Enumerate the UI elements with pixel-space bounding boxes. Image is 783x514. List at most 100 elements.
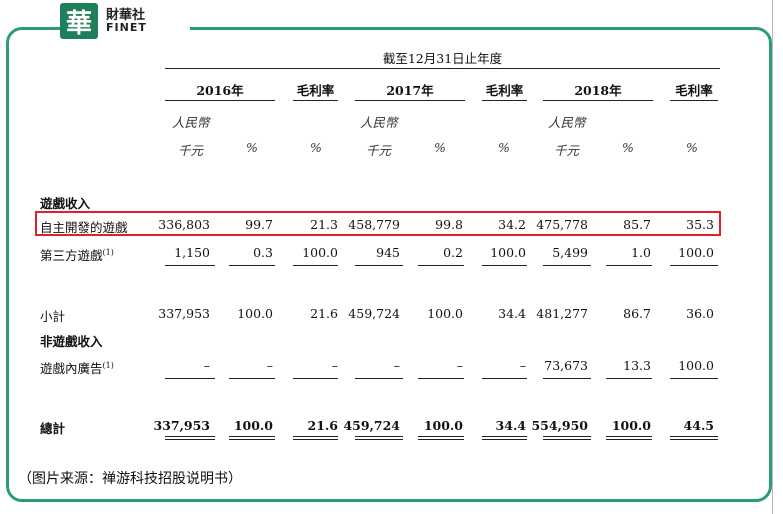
unit-thousand-2018: 千元 (554, 143, 580, 158)
cell: 100.0 (423, 418, 463, 433)
double-rule (418, 436, 464, 440)
cell: 86.7 (623, 306, 651, 321)
cell: 100.0 (678, 245, 714, 260)
double-rule (482, 436, 527, 440)
rule-2017 (355, 100, 465, 101)
cell: 337,953 (158, 306, 210, 321)
rule (670, 378, 718, 379)
row-label: 自主開發的遊戲 (40, 220, 128, 235)
cell: – (519, 358, 526, 373)
rule (418, 378, 464, 379)
cell: 459,724 (348, 306, 400, 321)
cell: 0.2 (443, 245, 463, 260)
rule (606, 378, 652, 379)
rule (482, 265, 527, 266)
cell: – (203, 358, 210, 373)
image-source-caption: （图片来源：禅游科技招股说明书） (18, 471, 242, 487)
section-game-revenue: 遊戲收入 (40, 196, 91, 211)
gross-margin-2018: 毛利率 (675, 83, 713, 98)
unit-pct-2017: % (434, 140, 446, 155)
cell: 99.7 (245, 217, 273, 232)
rule-2016 (165, 100, 275, 101)
row-label: 遊戲內廣告(1) (40, 360, 114, 376)
cell: 458,779 (348, 217, 400, 232)
cell: 36.0 (686, 306, 714, 321)
cell: 100.0 (427, 306, 463, 321)
row-label: 總計 (40, 421, 66, 436)
unit-pct-gm-2018: % (686, 140, 698, 155)
finet-logo: 華 財華社 FINET (60, 2, 190, 40)
unit-currency-2016: 人民幣 (172, 115, 210, 130)
cell: 85.7 (623, 217, 651, 232)
gross-margin-2017: 毛利率 (485, 83, 524, 98)
double-rule (606, 436, 652, 440)
rule (543, 378, 591, 379)
year-2018: 2018年 (574, 83, 622, 98)
section-nongame-revenue: 非遊戲收入 (40, 334, 103, 349)
double-rule (670, 436, 718, 440)
year-2016: 2016年 (196, 83, 244, 98)
unit-currency-2018: 人民幣 (548, 115, 586, 130)
double-rule (293, 436, 338, 440)
double-rule (543, 436, 591, 440)
period-header: 截至12月31日止年度 (382, 51, 503, 66)
rule (482, 378, 527, 379)
row-label: 小計 (40, 309, 66, 324)
cell: 100.0 (237, 306, 273, 321)
cell: 35.3 (686, 217, 714, 232)
rule (293, 265, 338, 266)
rule (355, 265, 403, 266)
cell: 34.2 (498, 217, 526, 232)
rule-2018 (543, 100, 653, 101)
unit-pct-gm-2017: % (498, 140, 510, 155)
logo-english: FINET (106, 21, 147, 34)
rule (670, 265, 718, 266)
cell: 34.4 (498, 306, 526, 321)
unit-thousand-2016: 千元 (178, 143, 204, 158)
unit-pct-2018: % (622, 140, 634, 155)
unit-thousand-2017: 千元 (366, 143, 392, 158)
rule (229, 265, 275, 266)
rule (543, 265, 591, 266)
cell: – (331, 358, 338, 373)
cell: 945 (376, 245, 400, 260)
rule (165, 378, 215, 379)
page-edge (772, 0, 773, 514)
content-frame (6, 27, 772, 502)
cell: 21.3 (310, 217, 338, 232)
cell: 0.3 (253, 245, 273, 260)
year-2017: 2017年 (386, 83, 434, 98)
highlight-box (35, 211, 721, 236)
logo-mark: 華 (60, 3, 98, 39)
unit-pct-2016: % (246, 140, 258, 155)
double-rule (165, 436, 215, 440)
cell: 21.6 (307, 418, 338, 433)
cell: 100.0 (611, 418, 651, 433)
rule (606, 265, 652, 266)
cell: 336,803 (158, 217, 210, 232)
cell: 100.0 (302, 245, 338, 260)
rule (165, 265, 215, 266)
rule (229, 378, 275, 379)
cell: 481,277 (536, 306, 588, 321)
cell: 1.0 (631, 245, 651, 260)
header-rule (165, 68, 720, 69)
rule (355, 378, 403, 379)
cell: – (456, 358, 463, 373)
cell: 337,953 (153, 418, 210, 433)
cell: 34.4 (495, 418, 526, 433)
gross-margin-2016: 毛利率 (296, 83, 335, 98)
rule (293, 378, 338, 379)
rule (418, 265, 464, 266)
double-rule (229, 436, 275, 440)
cell: – (266, 358, 273, 373)
cell: – (393, 358, 400, 373)
unit-currency-2017: 人民幣 (360, 115, 398, 130)
cell: 73,673 (544, 358, 588, 373)
cell: 554,950 (531, 418, 588, 433)
row-label: 第三方遊戲(1) (40, 247, 114, 263)
unit-pct-gm-2016: % (310, 140, 322, 155)
rule-gm-2016 (293, 100, 338, 101)
cell: 100.0 (490, 245, 526, 260)
cell: 1,150 (174, 245, 210, 260)
